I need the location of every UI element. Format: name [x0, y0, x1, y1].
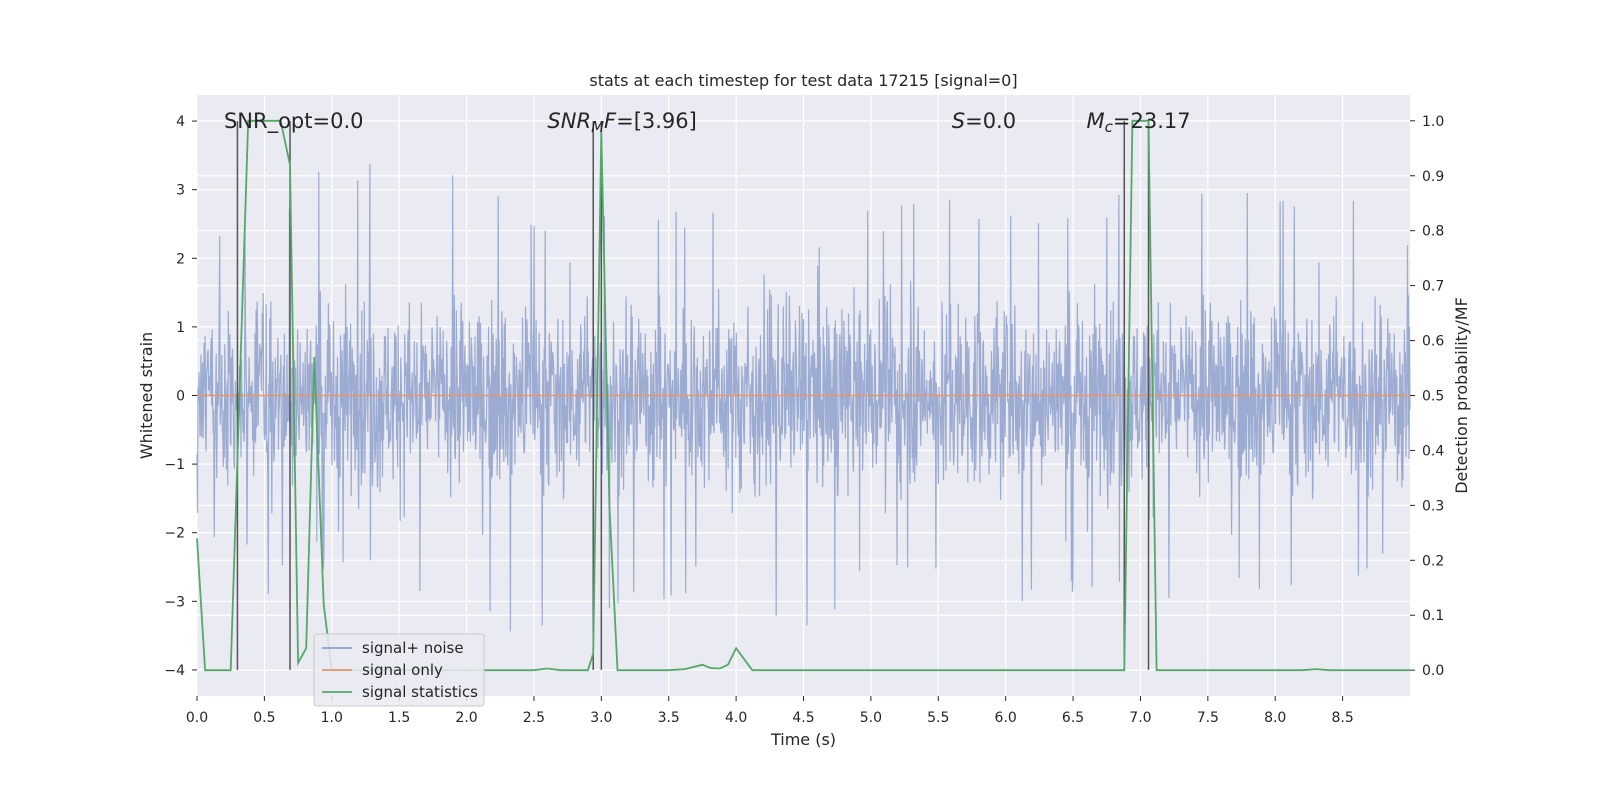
annotation-part: M — [1087, 109, 1105, 133]
y2-tick-label: 0.6 — [1422, 334, 1444, 350]
y-tick-label: −3 — [164, 594, 185, 610]
vertical-markers — [236, 121, 1150, 670]
y2-tick-label: 0.9 — [1422, 169, 1444, 185]
x-tick-label: 7.5 — [1197, 710, 1219, 726]
legend-label: signal only — [362, 661, 443, 679]
signal-plus-noise-series — [196, 164, 1411, 632]
x-tick-label: 6.5 — [1062, 710, 1084, 726]
signal-statistics-series — [196, 119, 1410, 672]
x-tick-label: 6.0 — [995, 710, 1017, 726]
annotation-part: =23.17 — [1113, 109, 1191, 133]
y2-tick-label: 0.5 — [1422, 389, 1444, 405]
y-axis-ticks: −4 −3 −2 −1 0 1 2 3 4 — [164, 114, 197, 679]
annotation-part: =0.0 — [965, 109, 1016, 133]
x-tick-label: 1.0 — [321, 710, 343, 726]
annotation-part: F — [604, 109, 617, 133]
x-tick-label: 1.5 — [388, 710, 410, 726]
y2-axis-label: Detection probability/MF — [1452, 297, 1471, 494]
annotation-part: M — [591, 118, 604, 136]
annotation-mc: Mc=23.17 — [1087, 109, 1191, 136]
x-tick-label: 7.0 — [1129, 710, 1151, 726]
x-tick-label: 4.5 — [792, 710, 814, 726]
y-tick-label: 0 — [176, 389, 185, 405]
x-tick-label: 2.5 — [523, 710, 545, 726]
y-axis-label: Whitened strain — [137, 332, 156, 459]
y-tick-label: −4 — [164, 663, 185, 679]
y2-tick-label: 0.1 — [1422, 608, 1444, 624]
y2-tick-label: 0.4 — [1422, 443, 1444, 459]
y-tick-label: 4 — [176, 114, 185, 130]
y-tick-label: 1 — [176, 320, 185, 336]
x-tick-label: 0.0 — [186, 710, 208, 726]
x-tick-label: 3.5 — [658, 710, 680, 726]
x-tick-label: 8.0 — [1264, 710, 1286, 726]
x-tick-label: 8.5 — [1331, 710, 1353, 726]
annotations: SNR_opt=0.0 SNRMF=[3.96] S=0.0 Mc=23.17 — [224, 109, 1191, 136]
y2-tick-label: 1.0 — [1422, 114, 1444, 130]
x-tick-label: 3.0 — [590, 710, 612, 726]
annotation-s-stat: S=0.0 — [952, 109, 1016, 133]
legend-label: signal+ noise — [362, 639, 464, 657]
y2-tick-label: 0.2 — [1422, 553, 1444, 569]
annotation-part: =[3.96] — [616, 109, 697, 133]
y2-tick-label: 0.7 — [1422, 279, 1444, 295]
annotation-part: S — [952, 109, 965, 133]
y2-axis-ticks: 0.0 0.1 0.2 0.3 0.4 0.5 0.6 0.7 0.8 0.9 1.0 — [1410, 114, 1444, 679]
legend-label: signal statistics — [362, 683, 478, 701]
x-tick-label: 2.0 — [455, 710, 477, 726]
annotation-part: SNR_opt=0.0 — [224, 109, 364, 134]
x-tick-label: 4.0 — [725, 710, 747, 726]
y-tick-label: −1 — [164, 457, 185, 473]
y-tick-label: 2 — [176, 251, 185, 267]
annotation-snr-mf: SNRMF=[3.96] — [547, 109, 696, 136]
y-tick-label: 3 — [176, 183, 185, 199]
annotation-part: c — [1105, 118, 1114, 136]
legend-box — [313, 633, 485, 707]
x-tick-label: 5.0 — [860, 710, 882, 726]
y2-tick-label: 0.3 — [1422, 498, 1444, 514]
x-tick-label: 0.5 — [253, 710, 275, 726]
y-tick-label: −2 — [164, 526, 185, 542]
legend: signal+ noise signal only signal statistic… — [313, 633, 485, 707]
y2-tick-label: 0.8 — [1422, 224, 1444, 240]
x-tick-label: 5.5 — [927, 710, 949, 726]
x-axis-ticks: 0.0 0.5 1.0 1.5 2.0 2.5 3.0 3.5 4.0 4.5 5.0 5.5 6.0 6… — [186, 696, 1354, 726]
x-axis-label: Time (s) — [770, 730, 836, 749]
y2-tick-label: 0.0 — [1422, 663, 1444, 679]
signal-plus-noise-line — [196, 164, 1411, 632]
annotation-part: SNR — [547, 109, 591, 133]
chart-title: stats at each timestep for test data 172… — [589, 71, 1017, 90]
annotation-snr-opt: SNR_opt=0.0 — [224, 109, 364, 134]
